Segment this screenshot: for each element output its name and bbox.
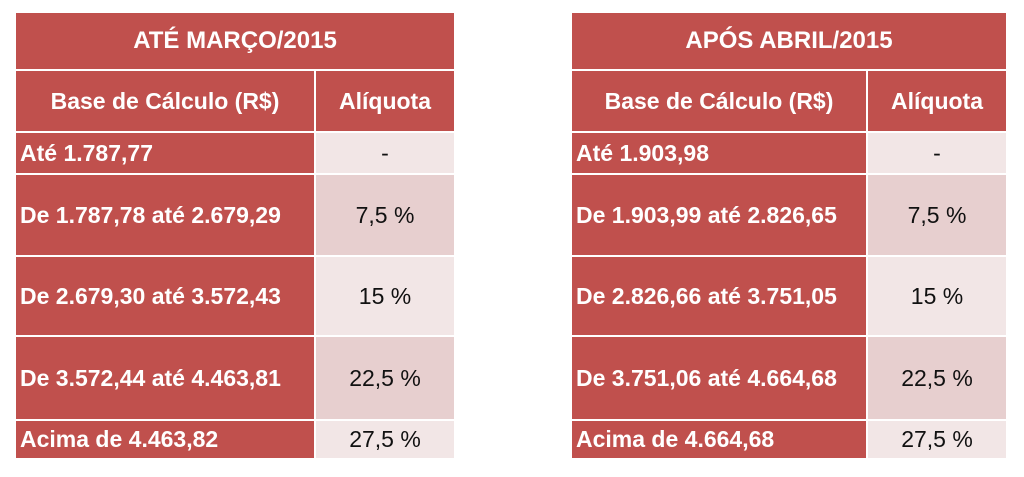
- table-row: De 3.572,44 até 4.463,81 22,5 %: [14, 335, 456, 421]
- rate-cell: 22,5 %: [866, 335, 1008, 421]
- column-header-base: Base de Cálculo (R$): [14, 69, 316, 133]
- table-title: APÓS ABRIL/2015: [570, 11, 1008, 71]
- base-cell: De 3.572,44 até 4.463,81: [14, 335, 316, 421]
- column-header-rate: Alíquota: [866, 69, 1008, 133]
- base-cell: De 1.903,99 até 2.826,65: [570, 173, 868, 257]
- table-title: ATÉ MARÇO/2015: [14, 11, 456, 71]
- rate-cell: -: [314, 131, 456, 175]
- rate-cell: 15 %: [866, 255, 1008, 337]
- rate-cell: 27,5 %: [314, 419, 456, 460]
- base-cell: De 2.679,30 até 3.572,43: [14, 255, 316, 337]
- tax-table-until-march-2015: ATÉ MARÇO/2015 Base de Cálculo (R$) Alíq…: [14, 11, 456, 460]
- base-cell: De 3.751,06 até 4.664,68: [570, 335, 868, 421]
- rate-cell: 7,5 %: [866, 173, 1008, 257]
- base-cell: De 1.787,78 até 2.679,29: [14, 173, 316, 257]
- base-cell: Acima de 4.664,68: [570, 419, 868, 460]
- rate-cell: -: [866, 131, 1008, 175]
- tax-table-after-april-2015: APÓS ABRIL/2015 Base de Cálculo (R$) Alí…: [570, 11, 1008, 460]
- table-row: Até 1.787,77 -: [14, 131, 456, 175]
- table-row: Até 1.903,98 -: [570, 131, 1008, 175]
- table-row: De 1.903,99 até 2.826,65 7,5 %: [570, 173, 1008, 257]
- rate-cell: 7,5 %: [314, 173, 456, 257]
- base-cell: De 2.826,66 até 3.751,05: [570, 255, 868, 337]
- table-row: De 2.679,30 até 3.572,43 15 %: [14, 255, 456, 337]
- table-row: Acima de 4.463,82 27,5 %: [14, 419, 456, 460]
- table-row: Acima de 4.664,68 27,5 %: [570, 419, 1008, 460]
- base-cell: Acima de 4.463,82: [14, 419, 316, 460]
- column-header-base: Base de Cálculo (R$): [570, 69, 868, 133]
- rate-cell: 22,5 %: [314, 335, 456, 421]
- table-row: De 2.826,66 até 3.751,05 15 %: [570, 255, 1008, 337]
- rate-cell: 15 %: [314, 255, 456, 337]
- table-row: De 3.751,06 até 4.664,68 22,5 %: [570, 335, 1008, 421]
- rate-cell: 27,5 %: [866, 419, 1008, 460]
- table-row: De 1.787,78 até 2.679,29 7,5 %: [14, 173, 456, 257]
- base-cell: Até 1.787,77: [14, 131, 316, 175]
- base-cell: Até 1.903,98: [570, 131, 868, 175]
- column-header-rate: Alíquota: [314, 69, 456, 133]
